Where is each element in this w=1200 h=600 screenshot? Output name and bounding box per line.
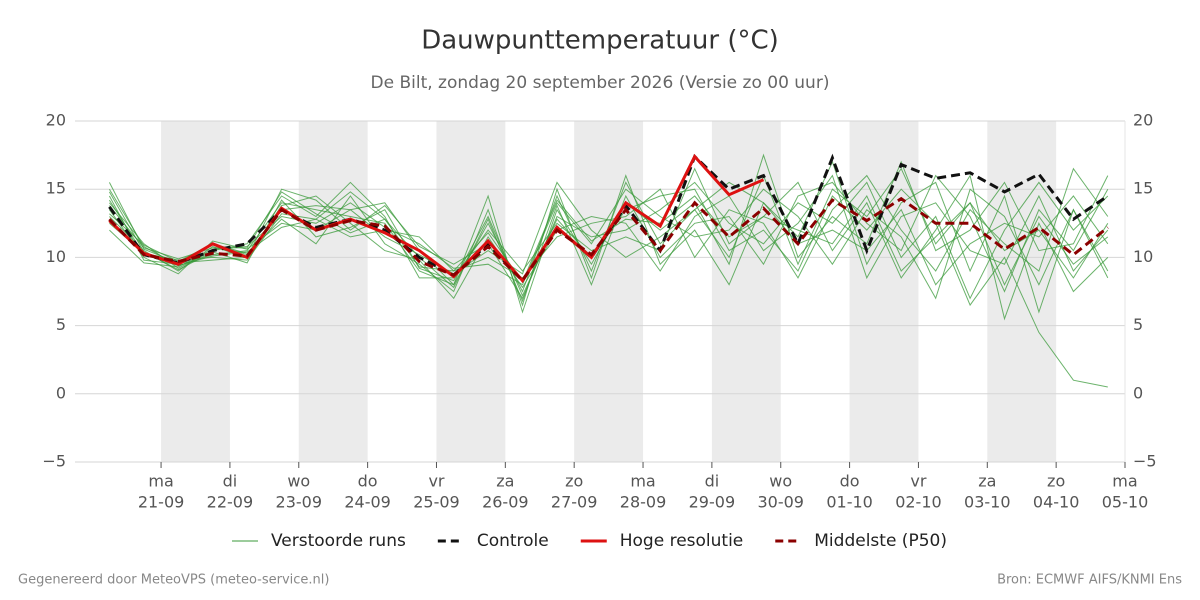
x-tick-weekday: za (496, 472, 514, 491)
chart-subtitle: De Bilt, zondag 20 september 2026 (Versi… (371, 73, 830, 93)
x-tick-weekday: wo (287, 472, 310, 491)
x-tick-label: 22-09 (207, 493, 254, 512)
ensemble-line (108, 160, 1109, 314)
y-tick-label-right: 20 (1133, 111, 1153, 130)
x-tick-label: 04-10 (1033, 493, 1080, 512)
x-tick-label: 05-10 (1102, 493, 1149, 512)
series-line (108, 153, 765, 284)
x-tick-weekday: za (978, 472, 996, 491)
series-line (108, 196, 1109, 283)
x-tick-weekday: do (358, 472, 378, 491)
x-tick-label: 01-10 (826, 493, 873, 512)
y-tick-label: 15 (46, 179, 66, 198)
x-tick-label: 26-09 (482, 493, 529, 512)
legend-label: Middelste (P50) (814, 531, 947, 551)
y-tick-label-right: 15 (1133, 179, 1153, 198)
footer-left: Gegenereerd door MeteoVPS (meteo-service… (18, 573, 329, 588)
y-tick-label-right: −5 (1133, 452, 1157, 471)
y-tick-label: 20 (46, 111, 66, 130)
day-band (436, 121, 506, 462)
x-tick-label: 27-09 (551, 493, 598, 512)
day-band (849, 121, 919, 462)
day-band (987, 121, 1057, 462)
x-tick-weekday: vr (428, 472, 444, 491)
x-tick-label: 25-09 (413, 493, 460, 512)
day-band (711, 121, 781, 462)
ensemble-line (108, 174, 1109, 303)
x-tick-label: 03-10 (964, 493, 1011, 512)
legend-label: Controle (477, 531, 549, 551)
y-tick-label: 5 (56, 315, 66, 334)
x-tick-label: 02-10 (895, 493, 942, 512)
x-tick-weekday: ma (148, 472, 173, 491)
y-tick-label: −5 (42, 452, 66, 471)
y-tick-label-right: 5 (1133, 315, 1143, 334)
x-tick-weekday: wo (769, 472, 792, 491)
chart-title: Dauwpunttemperatuur (°C) (421, 26, 779, 56)
x-tick-weekday: ma (630, 472, 655, 491)
x-tick-label: 29-09 (689, 493, 736, 512)
x-tick-weekday: ma (1112, 472, 1137, 491)
x-tick-label: 21-09 (138, 493, 185, 512)
x-tick-weekday: do (840, 472, 860, 491)
legend-label: Verstoorde runs (271, 531, 406, 551)
y-tick-label-right: 10 (1133, 247, 1153, 266)
x-tick-weekday: di (223, 472, 238, 491)
day-band (161, 121, 230, 462)
x-tick-label: 30-09 (757, 493, 804, 512)
x-tick-weekday: zo (1047, 472, 1065, 491)
x-tick-label: 23-09 (276, 493, 323, 512)
ensemble-line (109, 188, 1109, 300)
x-tick-weekday: vr (910, 472, 926, 491)
day-band (574, 121, 644, 462)
y-tick-label-right: 0 (1133, 383, 1143, 402)
x-tick-label: 28-09 (620, 493, 667, 512)
x-tick-label: 24-09 (344, 493, 391, 512)
x-tick-weekday: di (705, 472, 720, 491)
footer-right: Bron: ECMWF AIFS/KNMI Ens (997, 573, 1182, 588)
day-band (298, 121, 368, 462)
x-tick-weekday: zo (565, 472, 583, 491)
y-tick-label: 0 (56, 383, 66, 402)
legend-label: Hoge resolutie (620, 531, 744, 551)
y-tick-label: 10 (46, 247, 66, 266)
